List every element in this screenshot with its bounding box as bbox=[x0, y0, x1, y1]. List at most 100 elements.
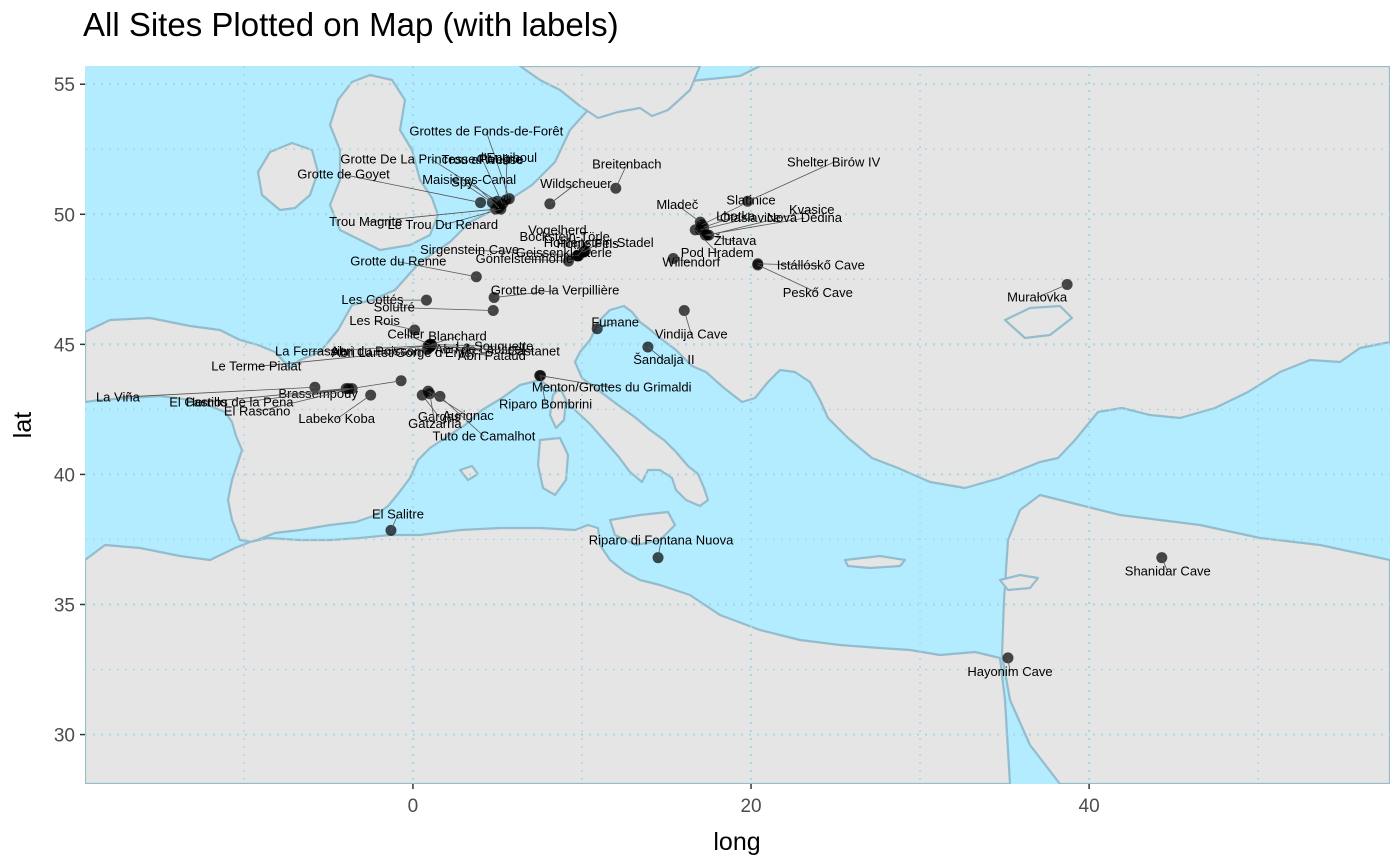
site-label: Gargas bbox=[418, 409, 461, 424]
label-leader-line bbox=[394, 307, 494, 311]
site-label: Abri du Poisson bbox=[330, 344, 421, 359]
site-label: El Castillo bbox=[169, 395, 227, 410]
label-leader-line bbox=[564, 236, 584, 253]
label-leader-line bbox=[494, 290, 556, 298]
label-leader-line bbox=[421, 394, 440, 418]
label-leader-line bbox=[703, 215, 736, 228]
x-tick-label: 0 bbox=[408, 796, 419, 817]
site-label: Shelter Birów IV bbox=[787, 154, 881, 169]
site-label: Les Rois bbox=[349, 313, 400, 328]
label-leader-line bbox=[374, 320, 415, 331]
label-leader-line bbox=[343, 174, 481, 203]
y-tick-label: 50 bbox=[54, 205, 75, 226]
label-leader-line bbox=[431, 335, 458, 345]
site-label: Peskő Cave bbox=[783, 285, 853, 300]
site-label: Šandalja II bbox=[633, 352, 694, 367]
label-leader-line bbox=[757, 264, 818, 294]
label-leader-line bbox=[431, 158, 498, 202]
site-label: Hohlenstein-Stadel bbox=[544, 235, 654, 250]
label-leader-line bbox=[117, 386, 315, 398]
site-label: Vindija Cave bbox=[655, 327, 728, 342]
label-leader-line bbox=[706, 234, 736, 242]
site-label: Breitenbach bbox=[592, 156, 661, 171]
site-label: Le Terme Pialat bbox=[211, 359, 301, 374]
label-leader-line bbox=[757, 263, 821, 267]
site-label: Aurignac bbox=[442, 408, 494, 423]
land-sardinia bbox=[536, 436, 570, 497]
label-leader-line bbox=[405, 333, 430, 345]
label-leader-line bbox=[256, 388, 353, 412]
site-label: Riparo di Fontana Nuova bbox=[589, 533, 734, 548]
label-leader-line bbox=[1161, 557, 1169, 572]
label-leader-line bbox=[336, 394, 371, 420]
site-label: La Ferrassie bbox=[275, 344, 347, 359]
label-leader-line bbox=[657, 540, 662, 558]
site-label: Grotte De La Princesse Pauline bbox=[340, 151, 522, 166]
label-leader-line bbox=[705, 217, 805, 236]
site-label: Shanidar Cave bbox=[1125, 564, 1211, 579]
label-leader-line bbox=[683, 310, 692, 335]
site-label: Riparo Bombrini bbox=[499, 397, 592, 412]
y-tick-label: 40 bbox=[54, 465, 75, 486]
label-leader-line bbox=[540, 375, 546, 405]
site-labels: Trou al'Wesse Grottes de Fonds-de-Forêt Gr… bbox=[96, 124, 1211, 679]
label-leader-line bbox=[375, 345, 430, 353]
label-leader-line bbox=[365, 208, 496, 223]
label-leader-line bbox=[462, 182, 493, 203]
x-tick-label: 20 bbox=[740, 796, 761, 817]
land-crete bbox=[843, 554, 907, 570]
site-label: Hohle Fels bbox=[557, 236, 620, 251]
land-cyprus bbox=[998, 573, 1040, 592]
site-label: La Viña bbox=[96, 389, 141, 404]
y-tick-label: 55 bbox=[54, 75, 75, 96]
land-crimea bbox=[1003, 304, 1074, 340]
label-leader-line bbox=[403, 346, 430, 354]
site-label: Les Cottés bbox=[341, 292, 404, 307]
site-label: Bockstein-Törle bbox=[520, 229, 610, 244]
site-label: Kvasice bbox=[789, 202, 835, 217]
landmasses bbox=[85, 66, 1390, 784]
site-label: Wildscheuer bbox=[540, 176, 612, 191]
site-label: Geissenklösterle bbox=[516, 245, 612, 260]
site-label: Grotte du Renne bbox=[350, 254, 446, 269]
y-axis: 30 35 40 45 50 55 bbox=[54, 75, 85, 747]
label-leader-line bbox=[677, 204, 701, 223]
label-leader-line bbox=[429, 346, 492, 357]
site-label: Žlutava bbox=[714, 233, 757, 248]
label-leader-line bbox=[563, 252, 578, 257]
y-axis-label: lat bbox=[9, 412, 37, 438]
label-leader-line bbox=[700, 217, 751, 231]
label-leader-line bbox=[524, 258, 569, 262]
y-tick-label: 45 bbox=[54, 335, 75, 356]
site-label: Hornos de la Pena bbox=[186, 395, 294, 410]
x-tick-label: 40 bbox=[1079, 796, 1100, 817]
site-label: Grottes de Fonds-de-Forêt bbox=[409, 124, 563, 139]
site-label: Grotte de la Verpillière bbox=[491, 283, 620, 298]
label-leader-line bbox=[429, 345, 534, 353]
site-label: Hayonim Cave bbox=[967, 664, 1052, 679]
y-tick-label: 30 bbox=[54, 726, 75, 747]
label-leader-line bbox=[701, 200, 752, 226]
site-label: Lhotka bbox=[716, 208, 756, 223]
site-label: Nová Dědina bbox=[767, 210, 843, 225]
label-leader-line bbox=[430, 343, 495, 347]
land-africa bbox=[85, 523, 1012, 784]
label-leader-line bbox=[256, 349, 428, 367]
chart-title: All Sites Plotted on Map (with labels) bbox=[83, 6, 619, 43]
site-label: Le Trou Du Renard bbox=[388, 217, 499, 232]
label-leader-line bbox=[583, 242, 599, 253]
site-label: Sirgenstein Cave bbox=[420, 242, 519, 257]
site-label: Mladeč bbox=[656, 197, 698, 212]
label-leader-line bbox=[198, 388, 347, 403]
label-leader-line bbox=[694, 229, 718, 254]
land-sicily bbox=[608, 510, 677, 547]
site-label: Solutré bbox=[374, 300, 415, 315]
site-label: Maisières-Canal bbox=[422, 172, 516, 187]
site-label: Spy bbox=[451, 175, 474, 190]
land-corsica bbox=[548, 386, 568, 430]
x-axis: 0 20 40 bbox=[408, 784, 1100, 817]
site-label: Abri Lartet/Gorge d'Enfer bbox=[332, 345, 477, 360]
land-asia bbox=[1000, 493, 1390, 784]
site-label: Cellier bbox=[387, 326, 425, 341]
label-leader-line bbox=[439, 396, 485, 437]
